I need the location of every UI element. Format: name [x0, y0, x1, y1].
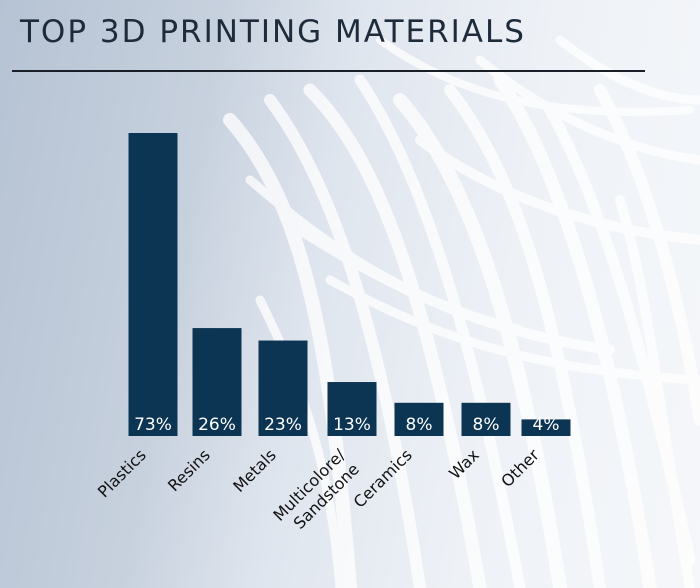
bar-6: [521, 419, 571, 436]
bar-value-label: 73%: [134, 415, 172, 435]
category-tick-label: Ceramics: [350, 445, 416, 511]
bar-3: [327, 382, 377, 436]
bar-4: [394, 402, 444, 436]
bar-value-label: 8%: [406, 415, 433, 435]
bar-value-label: 23%: [264, 415, 302, 435]
bar-1: [192, 328, 242, 436]
chart-title: TOP 3D PRINTING MATERIALS: [20, 14, 526, 50]
category-tick-label: Other: [497, 445, 543, 491]
category-tick-label: Plastics: [94, 445, 150, 501]
category-tick-label: Wax: [445, 445, 483, 483]
category-tick-label: Multicolore/Sandstone: [269, 445, 363, 539]
category-tick-label: Metals: [229, 445, 280, 496]
bar-0: [128, 133, 178, 436]
bar-value-label: 8%: [473, 415, 500, 435]
bar-value-label: 13%: [333, 415, 371, 435]
bar-2: [258, 340, 308, 436]
bar-value-label: 26%: [198, 415, 236, 435]
bar-value-label: 4%: [533, 415, 560, 435]
title-underline: [12, 70, 645, 72]
category-tick-label: Resins: [164, 445, 214, 495]
bar-5: [461, 402, 511, 436]
